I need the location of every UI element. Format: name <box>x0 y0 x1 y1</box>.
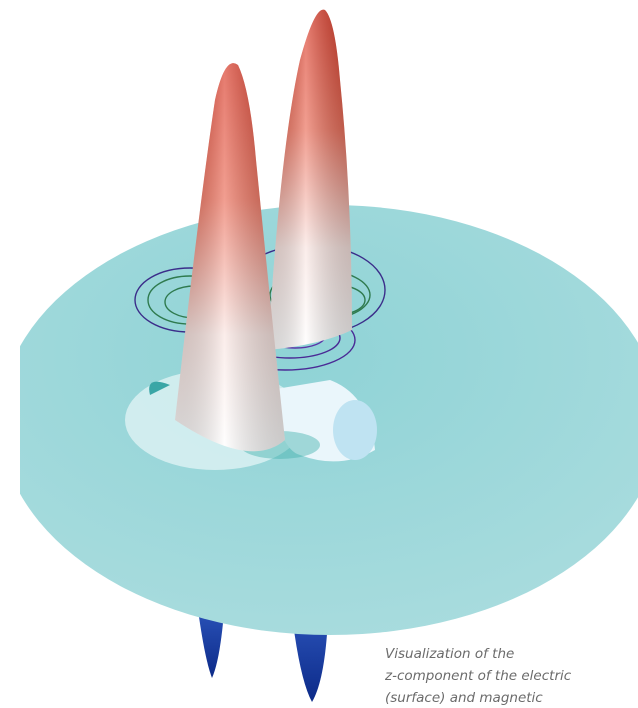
caption-line: Visualization of the <box>385 646 515 662</box>
caption-line: z-component of the electric <box>385 668 572 684</box>
negative-peaks <box>198 610 328 702</box>
peaks <box>175 9 352 452</box>
caption-line: (surface) and magnetic <box>385 690 543 706</box>
